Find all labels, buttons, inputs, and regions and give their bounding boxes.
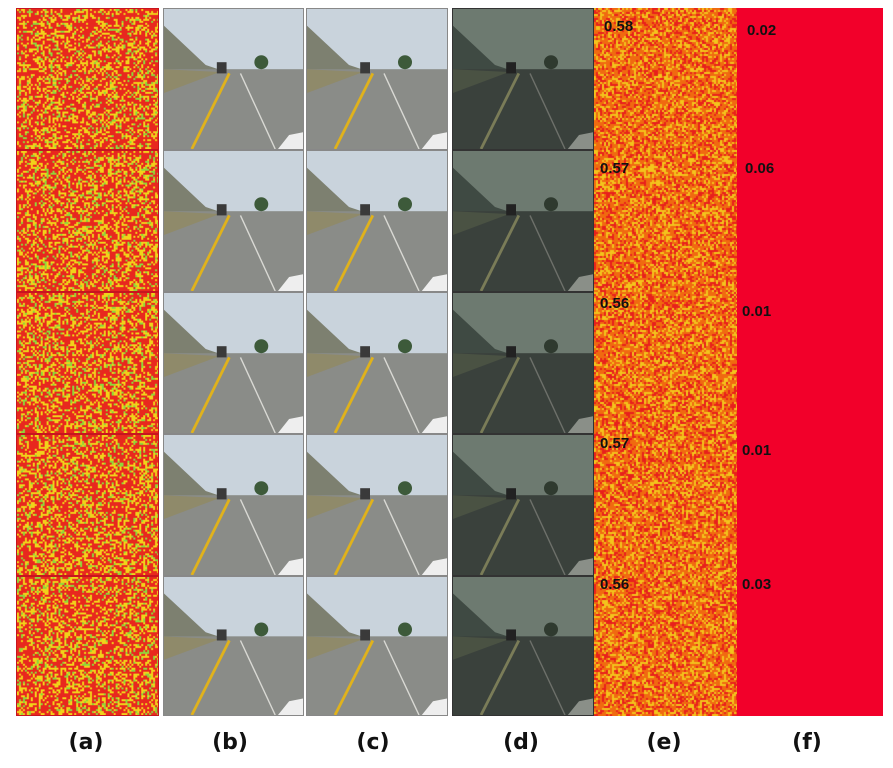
noise-column <box>16 8 159 716</box>
road-image <box>163 150 304 292</box>
road-image <box>452 150 594 292</box>
road-image <box>163 434 304 576</box>
caption-f: (f) <box>792 730 822 755</box>
heatmap-f-column: 0.02 0.06 0.01 0.01 0.03 <box>737 8 883 716</box>
caption-e: (e) <box>646 730 682 755</box>
score-label: 0.56 <box>600 295 630 312</box>
score-label: 0.02 <box>747 22 777 39</box>
road-image <box>306 434 448 576</box>
road-image <box>306 576 448 716</box>
perturbed-images-column <box>306 8 448 716</box>
noise-tile <box>16 434 159 576</box>
road-image <box>452 434 594 576</box>
score-label: 0.03 <box>742 576 772 593</box>
score-label: 0.57 <box>600 160 630 177</box>
noise-tile <box>16 576 159 716</box>
caption-c: (c) <box>356 730 390 755</box>
score-label: 0.01 <box>742 303 772 320</box>
heatmap-e-column: 0.58 0.57 0.56 0.57 0.56 <box>594 8 737 716</box>
road-image <box>163 292 304 434</box>
road-image <box>306 8 448 150</box>
score-label: 0.57 <box>600 435 630 452</box>
road-image <box>306 292 448 434</box>
translated-images-column <box>452 8 594 716</box>
road-image <box>452 292 594 434</box>
original-images-column <box>163 8 304 716</box>
score-label: 0.58 <box>604 18 634 35</box>
score-label: 0.01 <box>742 442 772 459</box>
caption-b: (b) <box>212 730 248 755</box>
road-image <box>306 150 448 292</box>
noise-tile <box>16 8 159 150</box>
road-image <box>452 576 594 716</box>
score-label: 0.56 <box>600 576 630 593</box>
noise-tile <box>16 292 159 434</box>
road-image <box>452 8 594 150</box>
caption-a: (a) <box>68 730 104 755</box>
caption-d: (d) <box>503 730 539 755</box>
road-image <box>163 8 304 150</box>
score-label: 0.06 <box>745 160 775 177</box>
noise-tile <box>16 150 159 292</box>
road-image <box>163 576 304 716</box>
